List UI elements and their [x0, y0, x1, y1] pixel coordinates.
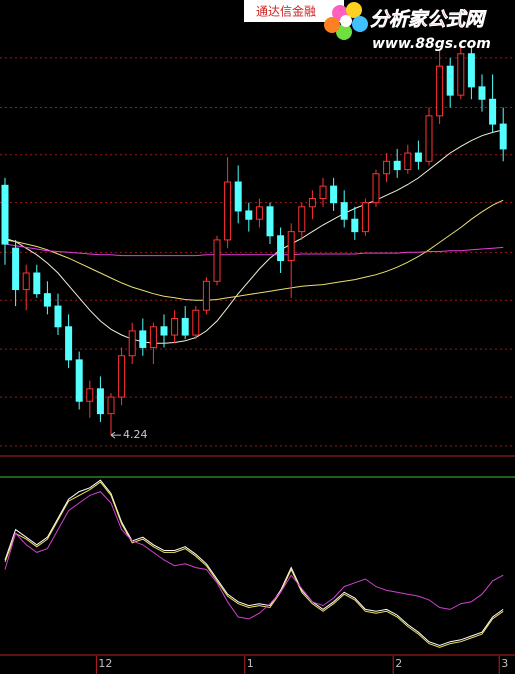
candle-body	[425, 115, 433, 162]
candle-body	[467, 53, 475, 88]
header-text: 通达信金融	[256, 4, 316, 19]
candle-body	[266, 206, 274, 237]
logo-petal	[346, 2, 362, 18]
logo-center	[340, 15, 352, 27]
candle-body	[489, 98, 497, 125]
candle-body	[171, 318, 179, 336]
candle-body	[351, 218, 359, 233]
moving-average-line	[4, 129, 504, 344]
candle-body	[139, 330, 147, 348]
x-tick-label: 2	[395, 657, 402, 670]
moving-average-line	[4, 243, 504, 257]
candle-body	[192, 309, 200, 336]
candle-body	[361, 202, 369, 233]
candle-body	[12, 247, 20, 291]
low-annotation-arrowhead	[110, 431, 116, 439]
logo-petal	[352, 16, 368, 32]
candle-body	[330, 185, 338, 204]
moving-average-line	[4, 199, 504, 301]
candle-body	[1, 184, 9, 245]
logo-petal	[324, 17, 340, 33]
candle-body	[478, 86, 486, 100]
candle-body	[298, 206, 306, 233]
candle-body	[287, 231, 295, 262]
watermark-logo: 分析家公式网 www.88gs.com	[324, 2, 491, 52]
candle-body	[499, 123, 507, 150]
candle-body	[255, 206, 263, 220]
candle-body	[446, 65, 454, 96]
candle-body	[96, 388, 104, 415]
candle-body	[54, 305, 62, 328]
candle-body	[22, 272, 30, 291]
low-annotation: 4.24	[123, 428, 148, 441]
header-band	[244, 0, 344, 22]
candle-body	[86, 388, 94, 402]
candle-body	[245, 210, 253, 220]
x-axis: 12 1 2 3	[95, 656, 508, 674]
indicator-line	[4, 481, 504, 648]
grid	[0, 57, 515, 447]
marks: 4.24	[1, 45, 507, 648]
candle-body	[340, 202, 348, 220]
candle-body	[65, 326, 73, 361]
candle-body	[372, 173, 380, 204]
x-tick-label: 3	[501, 657, 508, 670]
candle-body	[277, 235, 285, 262]
indicator-line	[4, 479, 504, 647]
candle-body	[33, 272, 41, 295]
candle-body	[213, 239, 221, 282]
watermark-url: www.88gs.com	[372, 36, 491, 52]
watermark-title: 分析家公式网	[370, 9, 487, 31]
candle-body	[393, 160, 401, 171]
candle-body	[75, 359, 83, 402]
indicator-line	[4, 491, 504, 620]
x-tick-label: 1	[247, 657, 254, 670]
candle-body	[234, 181, 242, 212]
candle-body	[181, 318, 189, 336]
candle-body	[308, 198, 316, 208]
candle-body	[404, 152, 412, 171]
candle-body	[436, 65, 444, 117]
candle-body	[383, 160, 391, 175]
candle-body	[202, 280, 210, 311]
candle-body	[319, 185, 327, 200]
candle-body	[457, 53, 465, 96]
candle-body	[160, 326, 168, 336]
candle-body	[128, 330, 136, 357]
candle-body	[224, 181, 232, 241]
candle-body	[107, 396, 115, 415]
candle-body	[414, 152, 422, 162]
candle-body	[149, 326, 157, 348]
candle-body	[118, 355, 126, 398]
candle-body	[43, 293, 51, 307]
x-tick-label: 12	[98, 657, 112, 670]
logo-petal	[336, 24, 352, 40]
